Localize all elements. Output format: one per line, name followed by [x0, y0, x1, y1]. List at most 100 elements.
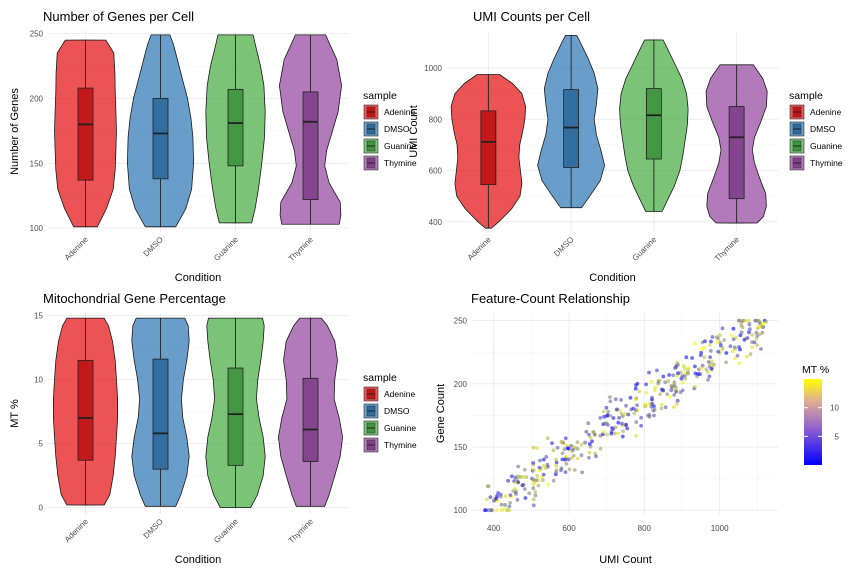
scatter-point [735, 353, 740, 358]
scatter-point [709, 349, 713, 353]
box-guanine [645, 88, 662, 160]
scatter-point [524, 475, 529, 479]
x-axis-title: Condition [175, 272, 221, 284]
x-tick-label: 800 [638, 524, 652, 533]
scatter-point [503, 494, 508, 499]
scatter-point [619, 411, 624, 416]
scatter-point [605, 413, 610, 417]
scatter-point [619, 398, 623, 402]
scatter-point [516, 480, 521, 485]
scatter-point [554, 470, 559, 475]
scatter-point [742, 337, 747, 342]
scatter-point [594, 454, 598, 459]
legend-title: sample [363, 90, 397, 102]
scatter-point [509, 474, 514, 479]
scatter-point [489, 508, 494, 513]
scatter-point [756, 318, 761, 323]
scatter-point [682, 366, 687, 371]
y-tick-label: 150 [454, 443, 468, 452]
scatter-point [593, 451, 597, 456]
scatter-point [743, 318, 748, 323]
scatter-point [665, 392, 670, 397]
scatter-point [554, 457, 558, 462]
scatter-point [566, 446, 571, 451]
scatter-point [730, 349, 735, 354]
x-tick-label: DMSO [552, 235, 575, 258]
scatter-point [580, 470, 584, 475]
scatter-point [746, 318, 751, 323]
scatter-point [559, 440, 564, 444]
scatter-point [611, 416, 616, 420]
box-thymine [302, 91, 319, 200]
scatter-point [531, 461, 536, 465]
scatter-point [715, 335, 719, 339]
scatter-point [692, 341, 697, 346]
scatter-point [631, 406, 636, 411]
scatter-point [507, 504, 512, 509]
scatter-point [651, 408, 656, 413]
scatter-point [699, 347, 704, 351]
x-tick-label: Thymine [713, 235, 741, 263]
scatter-point [586, 421, 591, 426]
scatter-point [666, 379, 671, 383]
scatter-point [708, 343, 712, 347]
scatter-point [613, 397, 618, 402]
x-tick-label: 400 [487, 524, 501, 533]
colorbar [804, 379, 822, 465]
scatter-point [588, 435, 593, 440]
scatter-point [625, 426, 630, 431]
x-tick-label: Thymine [287, 517, 315, 545]
scatter-point [709, 366, 714, 371]
scatter-point [635, 408, 640, 413]
scatter-point [673, 366, 677, 370]
scatter-point [571, 445, 576, 449]
scatter-point [710, 359, 714, 364]
scatter-point [602, 430, 606, 434]
legend: sample Adenine DMSO Guanine Thymine [789, 90, 843, 171]
scatter-point [616, 431, 620, 436]
legend-label: Guanine [384, 423, 416, 433]
scatter-point [496, 491, 500, 495]
scatter-point [698, 353, 703, 358]
box-dmso [152, 98, 169, 180]
y-tick-label: 100 [454, 506, 468, 515]
scatter-point [513, 475, 518, 480]
scatter-point [531, 497, 536, 502]
legend: sample Adenine DMSO Guanine Thymine [363, 372, 417, 453]
legend-label: Adenine [384, 389, 415, 399]
scatter-point [747, 322, 752, 327]
scatter-point [724, 351, 729, 355]
scatter-point [572, 468, 577, 472]
box-adenine [480, 110, 497, 186]
scatter-point [541, 457, 546, 462]
scatter-point [533, 493, 538, 498]
scatter-point [634, 420, 639, 424]
scatter-point [635, 381, 640, 386]
legend-label: DMSO [810, 124, 836, 134]
scatter-point [617, 416, 621, 420]
scatter-point [754, 330, 759, 335]
x-tick-label: Guanine [212, 517, 240, 545]
scatter-point [730, 333, 734, 338]
scatter-point [575, 456, 580, 461]
scatter-point [531, 482, 536, 486]
scatter-point [521, 475, 525, 480]
scatter-point [674, 401, 679, 406]
scatter-point [661, 374, 666, 379]
legend: sample Adenine DMSO Guanine Thymine [363, 90, 417, 171]
y-tick-label: 1000 [424, 64, 442, 73]
scatter-point [706, 378, 710, 382]
scatter-point [483, 508, 487, 513]
scatter-point [579, 442, 584, 447]
scatter-point [505, 508, 509, 513]
scatter-point [554, 463, 559, 468]
scatter-point [752, 340, 757, 345]
scatter-point [748, 352, 753, 357]
legend-label: Adenine [384, 107, 415, 117]
scatter-point [559, 468, 563, 473]
scatter-point [590, 439, 594, 444]
scatter-point [602, 414, 607, 419]
scatter-point [639, 423, 643, 428]
y-axis-title: MT % [9, 399, 21, 428]
